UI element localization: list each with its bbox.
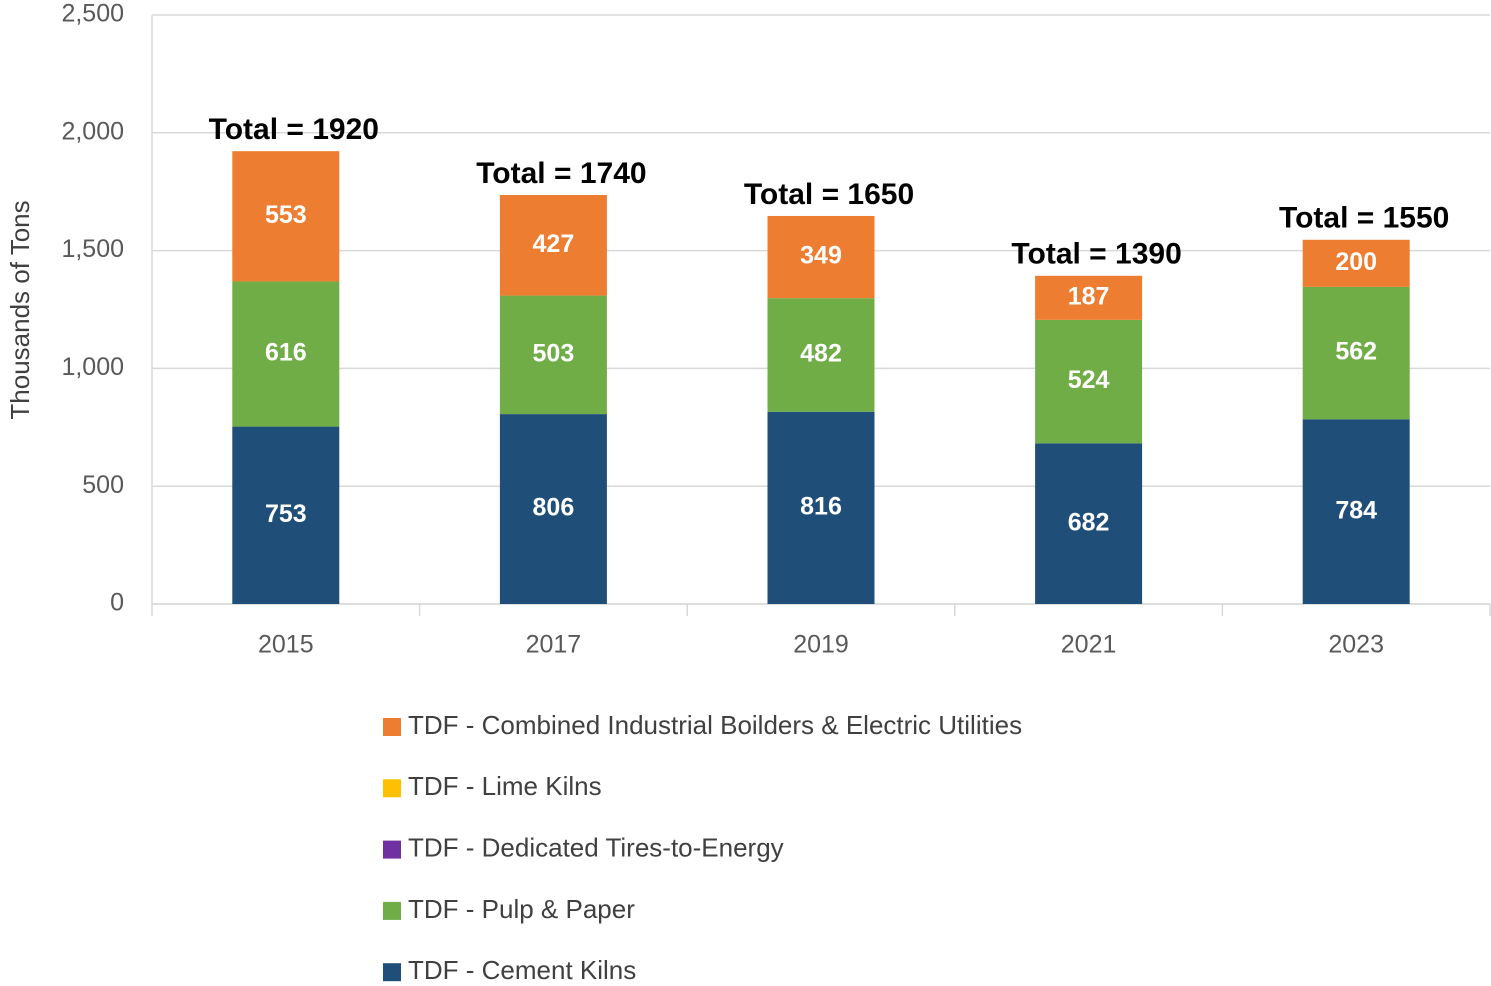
bar-segment	[499, 295, 607, 415]
x-tick-label: 2021	[1061, 631, 1117, 659]
data-label: 482	[800, 340, 842, 368]
y-tick-label: 1,000	[61, 353, 124, 381]
legend-label: TDF - Pulp & Paper	[408, 894, 635, 924]
data-label: 503	[533, 339, 575, 367]
legend-swatch	[383, 901, 401, 920]
bar-segment	[232, 426, 340, 604]
x-tick-label: 2023	[1328, 631, 1384, 659]
data-label: 616	[265, 339, 307, 367]
bar-segment	[1035, 319, 1143, 444]
bar-segment	[499, 414, 607, 604]
data-label: 784	[1335, 496, 1377, 524]
bar-segment	[1035, 275, 1143, 320]
data-label: 682	[1068, 508, 1110, 536]
data-label: 187	[1068, 282, 1110, 310]
y-axis-title: Thousands of Tons	[5, 200, 35, 419]
data-label: 753	[265, 500, 307, 528]
legend-label: TDF - Cement Kilns	[408, 955, 636, 985]
data-label: 200	[1335, 248, 1377, 276]
x-tick-label: 2017	[526, 631, 582, 659]
bar-segment	[1302, 239, 1410, 287]
total-label: Total = 1390	[1011, 238, 1181, 271]
legend-label: TDF - Dedicated Tires-to-Energy	[408, 832, 784, 862]
legend-label: TDF - Combined Industrial Boilders & Ele…	[408, 710, 1022, 740]
data-label: 816	[800, 492, 842, 520]
bar-segment	[499, 194, 607, 296]
bar-segment	[232, 281, 340, 427]
total-label: Total = 1550	[1279, 202, 1449, 235]
y-tick-label: 500	[82, 471, 124, 499]
x-tick-label: 2019	[793, 631, 849, 659]
y-tick-label: 0	[110, 589, 124, 617]
data-label: 427	[533, 230, 575, 258]
bar-segment	[1302, 286, 1410, 420]
data-label: 524	[1068, 366, 1110, 394]
bar-segment	[767, 298, 875, 412]
legend-swatch	[383, 840, 401, 859]
bar-segment	[767, 215, 875, 299]
data-label: 553	[265, 201, 307, 229]
data-label: 806	[533, 494, 575, 522]
total-label: Total = 1650	[744, 178, 914, 211]
legend-swatch	[383, 779, 401, 798]
bar-segment	[767, 411, 875, 604]
y-tick-label: 1,500	[61, 235, 124, 263]
legend-swatch	[383, 718, 401, 736]
data-label: 562	[1335, 338, 1377, 366]
bar-segment	[232, 151, 340, 282]
y-tick-label: 2,500	[61, 0, 124, 28]
total-label: Total = 1740	[476, 157, 646, 190]
data-label: 349	[800, 242, 842, 270]
legend-label: TDF - Lime Kilns	[408, 771, 602, 801]
bar-segment	[1302, 419, 1410, 604]
x-tick-label: 2015	[258, 631, 314, 659]
legend-swatch	[383, 963, 401, 982]
total-label: Total = 1920	[209, 113, 379, 146]
y-tick-label: 2,000	[61, 117, 124, 145]
bar-segment	[1035, 443, 1143, 604]
